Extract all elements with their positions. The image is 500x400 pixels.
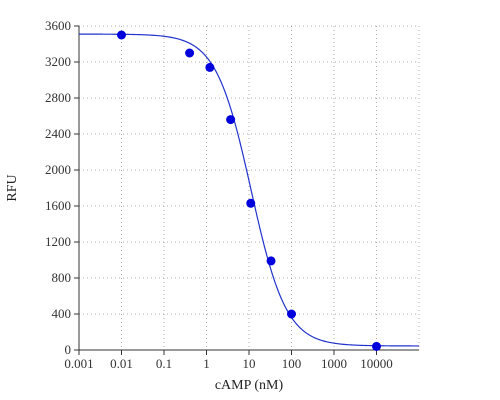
y-tick-label: 1600 (45, 198, 71, 213)
y-axis-ticks: 0 400 800 1200 1600 2000 2400 2800 3200 3600 (45, 18, 79, 357)
fit-curve (79, 33, 419, 347)
data-point (185, 48, 195, 58)
data-point (226, 115, 236, 125)
x-tick-label: 1 (203, 356, 210, 371)
x-tick-label: 0.1 (156, 356, 172, 371)
x-tick-label: 1000 (321, 356, 347, 371)
x-tick-label: 100 (282, 356, 302, 371)
y-tick-label: 2400 (45, 126, 71, 141)
data-point (372, 341, 381, 351)
y-tick-label: 400 (52, 306, 72, 321)
data-points (117, 30, 381, 351)
x-tick-label: 0.01 (110, 356, 133, 371)
y-tick-label: 2800 (45, 90, 71, 105)
data-point (117, 30, 126, 40)
x-tick-label: 10 (243, 356, 256, 371)
y-tick-label: 1200 (45, 234, 71, 249)
x-tick-label: 0.001 (64, 356, 93, 371)
data-point (246, 198, 256, 208)
y-tick-label: 0 (65, 342, 72, 357)
x-axis-title: cAMP (nM) (215, 378, 284, 393)
x-tick-label: 10000 (360, 356, 393, 371)
y-tick-label: 3200 (45, 54, 71, 69)
y-tick-label: 800 (52, 270, 72, 285)
data-point (205, 62, 215, 72)
y-axis-title: RFU (5, 174, 20, 201)
y-tick-label: 3600 (45, 18, 71, 33)
grid-lines (79, 25, 420, 350)
data-point (287, 309, 296, 319)
data-point (266, 256, 276, 266)
x-axis-ticks: 0.001 0.01 0.1 1 10 100 1000 10000 (64, 350, 393, 371)
y-tick-label: 2000 (45, 162, 71, 177)
